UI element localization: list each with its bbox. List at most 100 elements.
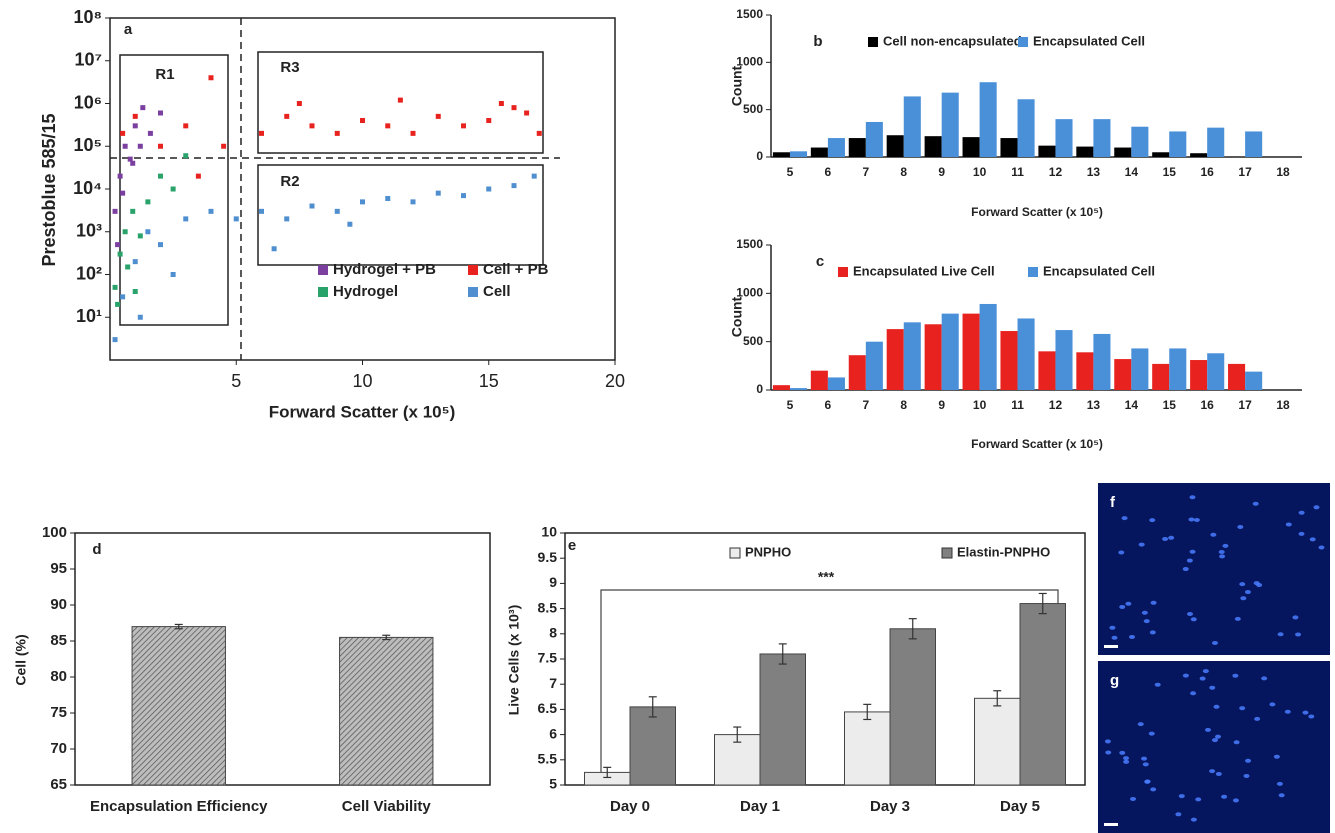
- nucleus: [1292, 615, 1299, 620]
- bar: [848, 138, 866, 157]
- bar: [886, 135, 904, 157]
- bar: [772, 152, 790, 157]
- nucleus: [1278, 793, 1285, 798]
- y-tick-label: 6: [549, 725, 557, 741]
- nucleus: [1141, 610, 1148, 615]
- x-tick-label: 9: [938, 398, 945, 412]
- bar: [1055, 119, 1073, 157]
- scatter-point: [410, 199, 416, 205]
- bar: [962, 137, 980, 157]
- scatter-point: [360, 118, 365, 124]
- bar: [1228, 363, 1246, 390]
- y-tick-label: 5.5: [538, 751, 558, 767]
- bar: [1055, 330, 1073, 390]
- bar: [941, 313, 959, 390]
- nucleus: [1188, 517, 1195, 522]
- nucleus: [1105, 750, 1112, 755]
- legend-label: Cell + PB: [483, 261, 549, 278]
- bar: [1131, 348, 1149, 390]
- panel-label: e: [568, 537, 576, 554]
- bar: [1169, 348, 1187, 390]
- y-tick-label: 80: [50, 668, 67, 685]
- bar: [1114, 147, 1132, 157]
- nucleus: [1199, 676, 1206, 681]
- legend-swatch: [868, 37, 878, 47]
- scatter-point: [145, 229, 151, 235]
- nucleus: [1123, 759, 1130, 764]
- scatter-point: [115, 301, 121, 307]
- x-tick-label: 16: [1200, 165, 1214, 179]
- x-tick-label: 10: [352, 371, 372, 391]
- nucleus: [1144, 779, 1151, 784]
- nucleus: [1149, 518, 1156, 523]
- scatter-point: [120, 130, 126, 136]
- bar: [1000, 138, 1018, 157]
- error-bar: [863, 703, 872, 721]
- y-tick-label: 10¹: [76, 306, 102, 326]
- nucleus: [1137, 722, 1144, 727]
- nucleus: [1254, 716, 1261, 721]
- scatter-point: [208, 208, 214, 214]
- legend-label: Encapsulated Cell: [1043, 263, 1155, 278]
- bar: [1152, 363, 1170, 390]
- scatter-point: [122, 143, 128, 149]
- x-tick-label: 18: [1276, 165, 1290, 179]
- y-tick-label: 6.5: [538, 700, 558, 716]
- scatter-point: [360, 199, 365, 205]
- y-tick-label: 1500: [736, 7, 763, 21]
- legend-swatch: [941, 547, 953, 559]
- bar: [1019, 603, 1066, 786]
- scatter-point: [259, 130, 264, 136]
- scatter-point: [208, 75, 214, 81]
- scatter-point: [112, 284, 118, 290]
- y-tick-label: 10⁸: [73, 7, 102, 27]
- x-tick-label: Day 3: [870, 798, 910, 815]
- x-tick-label: 13: [1087, 165, 1101, 179]
- scatter-point: [410, 130, 416, 136]
- scatter-point: [137, 233, 143, 239]
- bar: [889, 628, 936, 786]
- legend-swatch: [838, 267, 848, 277]
- panel-label: b: [813, 33, 822, 50]
- error-bar: [382, 634, 391, 641]
- bar: [1038, 351, 1056, 390]
- nucleus: [1318, 545, 1325, 550]
- nucleus: [1211, 640, 1218, 645]
- nucleus: [1243, 773, 1250, 778]
- bar: [759, 653, 806, 786]
- y-tick-label: 75: [50, 704, 67, 721]
- microscopy-image: [1098, 661, 1330, 833]
- nucleus: [1261, 676, 1268, 681]
- scatter-point: [115, 242, 121, 248]
- y-tick-label: 10⁶: [74, 92, 102, 112]
- y-tick-label: 500: [743, 102, 763, 116]
- scatter-point: [334, 130, 340, 136]
- x-tick-label: 15: [479, 371, 499, 391]
- scatter-point: [170, 186, 176, 192]
- bar: [1169, 131, 1187, 157]
- legend-label: PNPHO: [745, 544, 791, 559]
- nucleus: [1213, 704, 1220, 709]
- scatter-point: [524, 110, 530, 116]
- scatter-point: [132, 113, 138, 119]
- y-tick-label: 8: [549, 625, 557, 641]
- x-axis-label: Forward Scatter (x 10⁵): [971, 437, 1103, 451]
- bar: [827, 138, 845, 157]
- bar: [903, 96, 921, 157]
- region-label: R3: [280, 59, 299, 76]
- scatter-point: [385, 123, 391, 129]
- nucleus: [1190, 617, 1197, 622]
- scatter-point: [183, 153, 189, 159]
- x-tick-label: 5: [787, 398, 794, 412]
- nucleus: [1218, 550, 1225, 555]
- y-tick-label: 500: [743, 334, 763, 348]
- error-bar: [648, 696, 657, 718]
- nucleus: [1118, 550, 1125, 555]
- y-tick-label: 1000: [736, 55, 763, 69]
- panel-label: d: [92, 541, 101, 558]
- scatter-point: [183, 123, 189, 129]
- nucleus: [1142, 762, 1149, 767]
- nucleus: [1302, 710, 1309, 715]
- bar: [1207, 127, 1225, 157]
